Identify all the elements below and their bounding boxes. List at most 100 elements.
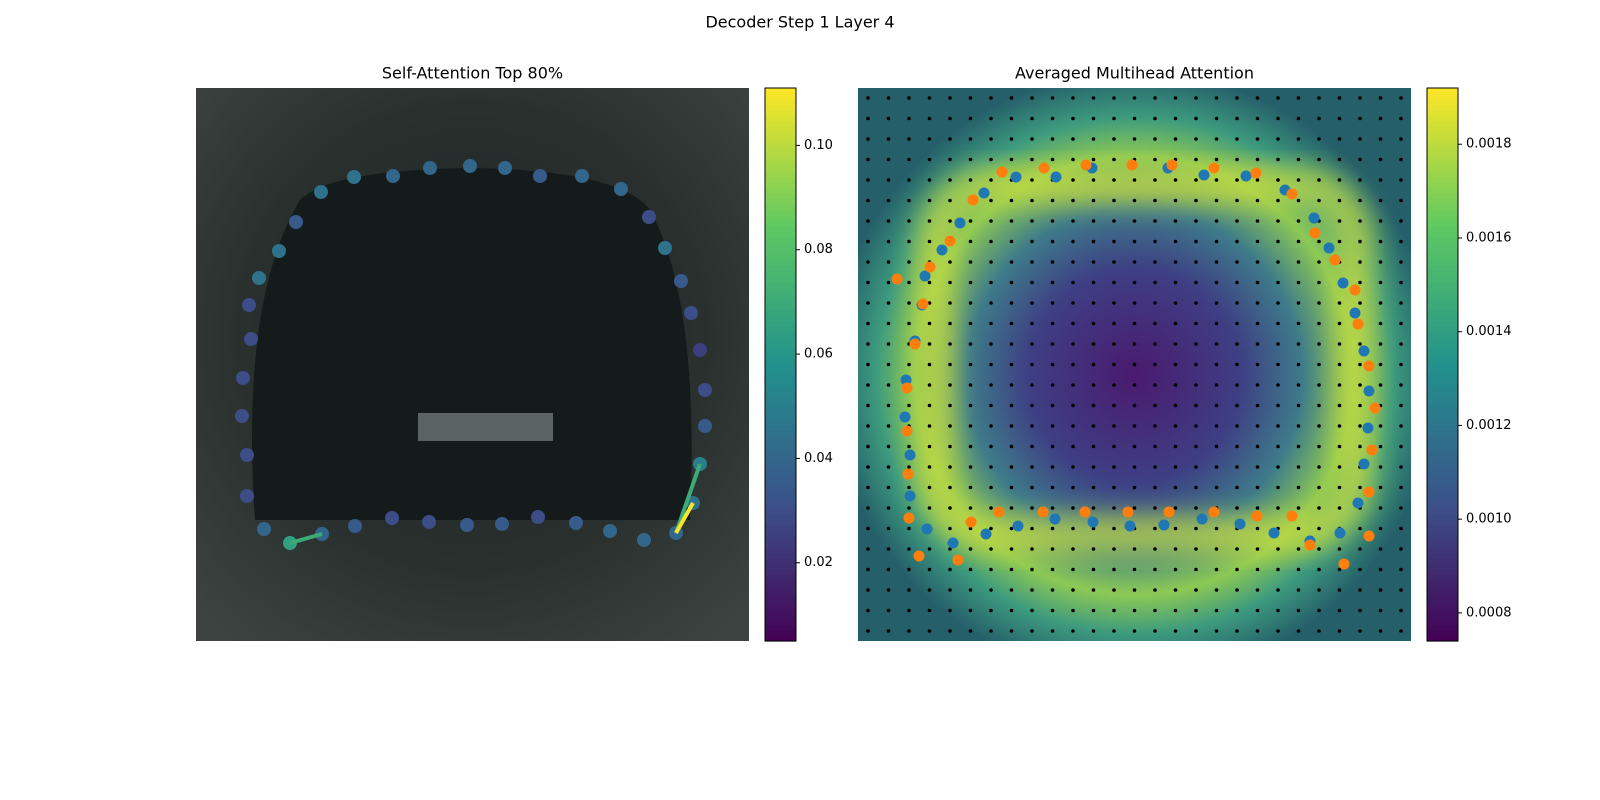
colorbar-band — [1427, 602, 1458, 609]
grid-dot — [989, 280, 993, 285]
colorbar-band — [765, 259, 796, 266]
plate — [418, 413, 553, 441]
grid-dot — [1296, 526, 1301, 531]
grid-dot — [948, 342, 952, 346]
grid-dot — [886, 465, 891, 469]
grid-dot — [1009, 342, 1014, 346]
point — [1250, 167, 1262, 179]
grid-dot — [1378, 198, 1383, 203]
grid-dot — [927, 465, 932, 469]
grid-dot — [1030, 178, 1034, 182]
grid-dot — [1337, 444, 1342, 449]
grid-dot — [1132, 444, 1137, 449]
grid-dot — [1173, 383, 1178, 387]
grid-dot — [948, 547, 952, 551]
grid-dot — [989, 485, 993, 490]
grid-dot — [1255, 588, 1260, 592]
grid-dot — [1378, 280, 1383, 285]
grid-dot — [1050, 321, 1055, 326]
grid-dot — [1050, 403, 1055, 408]
colorbar-band — [765, 170, 796, 178]
grid-dot — [1378, 137, 1383, 141]
grid-dot — [1214, 403, 1219, 408]
grid-dot — [1132, 137, 1137, 141]
grid-dot — [1296, 219, 1301, 223]
grid-dot — [927, 137, 932, 141]
grid-dot — [886, 260, 891, 264]
colorbar-band — [765, 215, 796, 222]
grid-dot — [1091, 424, 1096, 428]
grid-dot — [1071, 137, 1075, 141]
colorbar-band — [765, 469, 796, 476]
grid-dot — [907, 629, 911, 633]
grid-dot — [1255, 403, 1260, 408]
grid-dot — [1337, 424, 1342, 428]
grid-dot — [1255, 526, 1260, 531]
colorbar-band — [1427, 259, 1458, 266]
grid-dot — [1255, 608, 1260, 613]
grid-dot — [1358, 260, 1362, 264]
grid-dot — [1276, 342, 1280, 346]
grid-dot — [1091, 588, 1096, 592]
grid-dot — [1235, 198, 1239, 203]
grid-dot — [1030, 444, 1034, 449]
point — [1352, 497, 1364, 509]
point — [1349, 307, 1361, 319]
grid-dot — [968, 567, 973, 572]
colorbar-tick-label: 0.0016 — [1466, 230, 1512, 245]
grid-dot — [1337, 465, 1342, 469]
grid-dot — [1296, 383, 1301, 387]
grid-dot — [948, 485, 952, 490]
grid-dot — [1112, 424, 1116, 428]
grid-dot — [1317, 629, 1321, 633]
grid-dot — [989, 424, 993, 428]
grid-dot — [886, 157, 891, 162]
grid-dot — [866, 137, 870, 141]
grid-dot — [886, 362, 891, 367]
colorbar-band — [765, 347, 796, 355]
grid-dot — [1317, 260, 1321, 264]
grid-dot — [989, 96, 993, 100]
colorbar-band — [765, 121, 796, 128]
grid-dot — [866, 588, 870, 592]
grid-dot — [1194, 96, 1198, 100]
grid-dot — [1071, 588, 1075, 592]
colorbar-band — [765, 585, 796, 592]
point — [1208, 506, 1220, 518]
grid-dot — [1173, 260, 1178, 264]
colorbar-band — [1427, 397, 1458, 404]
grid-dot — [1030, 506, 1034, 510]
point — [348, 519, 362, 533]
grid-dot — [1214, 629, 1219, 633]
grid-dot — [1112, 137, 1116, 141]
grid-dot — [1173, 526, 1178, 531]
colorbar-band — [1427, 121, 1458, 128]
grid-dot — [927, 198, 932, 203]
colorbar-frame — [764, 87, 797, 642]
colorbar-band — [765, 209, 796, 216]
grid-dot — [866, 403, 870, 408]
grid-dot — [886, 424, 891, 428]
grid-dot — [1071, 301, 1075, 305]
colorbar-band — [765, 497, 796, 504]
grid-dot — [1317, 526, 1321, 531]
grid-dot — [1071, 321, 1075, 326]
grid-dot — [1173, 506, 1178, 510]
grid-dot — [948, 137, 952, 141]
grid-dot — [1050, 260, 1055, 264]
grid-dot — [968, 506, 973, 510]
grid-dot — [1112, 362, 1116, 367]
colorbar-band — [1427, 264, 1458, 272]
point — [1079, 506, 1091, 518]
colorbar-band — [1427, 613, 1458, 620]
grid-dot — [1132, 629, 1137, 633]
grid-dot — [1214, 383, 1219, 387]
grid-dot — [1378, 444, 1383, 449]
grid-dot — [1153, 485, 1157, 490]
colorbar-band — [765, 176, 796, 183]
point — [236, 371, 250, 385]
grid-dot — [1132, 424, 1137, 428]
grid-dot — [1050, 362, 1055, 367]
grid-dot — [968, 321, 973, 326]
grid-dot — [1276, 96, 1280, 100]
